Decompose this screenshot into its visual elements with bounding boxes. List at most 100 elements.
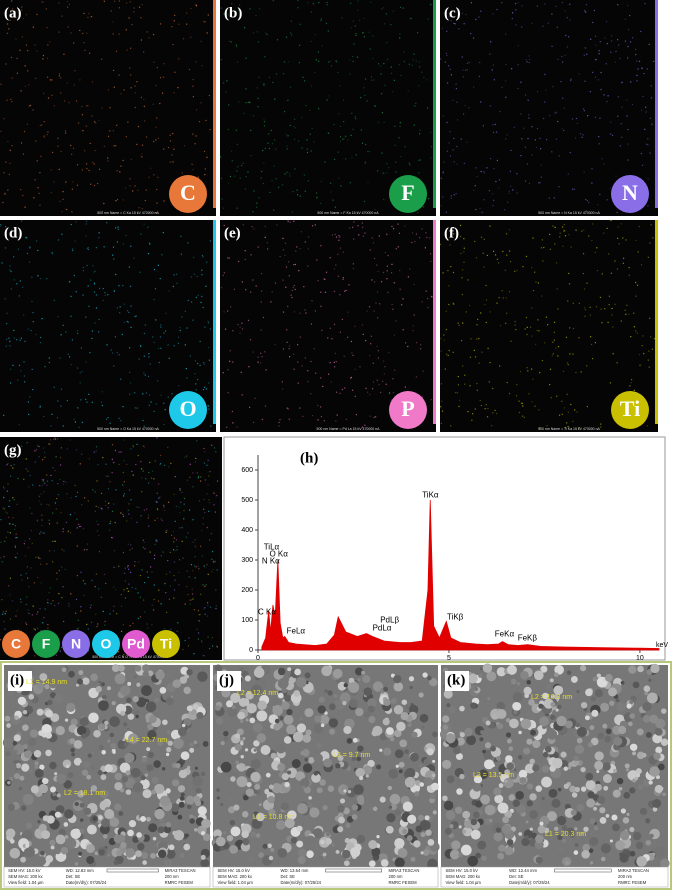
noise-dot: [255, 285, 257, 287]
noise-dot: [591, 168, 593, 170]
element-badge: [122, 630, 150, 658]
noise-dot: [36, 240, 38, 242]
noise-dot: [507, 201, 509, 203]
noise-dot: [116, 124, 118, 126]
noise-dot: [213, 447, 216, 449]
grain: [178, 801, 185, 808]
noise-dot: [26, 566, 28, 568]
panel-label: (d): [4, 225, 22, 241]
noise-dot: [443, 339, 445, 341]
noise-dot: [155, 139, 157, 141]
noise-dot: [53, 181, 55, 183]
noise-dot: [559, 232, 561, 234]
noise-dot: [484, 303, 486, 306]
noise-dot: [170, 534, 173, 537]
noise-dot: [9, 265, 11, 267]
noise-dot: [291, 296, 293, 299]
noise-dot: [75, 449, 78, 451]
grain: [90, 673, 98, 682]
noise-dot: [457, 375, 459, 378]
noise-dot: [189, 603, 191, 605]
grain: [220, 802, 224, 806]
grain: [41, 830, 51, 840]
noise-dot: [541, 359, 543, 362]
grain: [464, 819, 473, 829]
noise-dot: [567, 411, 569, 413]
grain: [518, 769, 528, 779]
grain: [215, 836, 226, 847]
noise-dot: [353, 238, 355, 240]
noise-dot: [140, 17, 142, 19]
noise-dot: [102, 299, 104, 302]
noise-dot: [289, 221, 291, 223]
noise-dot: [87, 16, 89, 19]
noise-dot: [644, 128, 646, 130]
noise-dot: [56, 438, 59, 440]
grain: [592, 676, 598, 682]
noise-dot: [127, 566, 129, 568]
noise-dot: [440, 338, 442, 340]
grain: [136, 682, 141, 687]
grain: [442, 724, 449, 730]
noise-dot: [629, 41, 632, 43]
grain: [599, 817, 607, 824]
noise-dot: [103, 573, 106, 576]
noise-dot: [369, 355, 371, 357]
noise-dot: [616, 268, 619, 270]
noise-dot: [154, 288, 157, 290]
noise-dot: [399, 288, 401, 290]
noise-dot: [9, 618, 12, 620]
noise-dot: [98, 534, 100, 537]
noise-dot: [194, 461, 197, 463]
noise-dot: [480, 10, 482, 12]
noise-dot: [73, 274, 75, 277]
noise-dot: [145, 189, 147, 191]
grain: [505, 718, 511, 723]
noise-dot: [59, 357, 61, 359]
noise-dot: [595, 59, 597, 61]
noise-dot: [48, 592, 50, 594]
noise-dot: [318, 60, 320, 62]
noise-dot: [626, 304, 628, 306]
noise-dot: [498, 262, 500, 264]
grain: [90, 785, 98, 792]
noise-dot: [158, 589, 160, 591]
noise-dot: [123, 493, 125, 495]
noise-dot: [446, 121, 448, 124]
noise-dot: [589, 314, 592, 316]
noise-dot: [163, 402, 165, 404]
noise-dot: [569, 19, 571, 21]
noise-dot: [201, 269, 203, 271]
grain: [455, 752, 463, 760]
element-symbol: Pd: [127, 636, 145, 652]
noise-dot: [589, 336, 592, 338]
grain: [60, 846, 69, 855]
noise-dot: [40, 493, 42, 495]
noise-dot: [582, 134, 584, 136]
noise-dot: [647, 205, 649, 207]
noise-dot: [462, 69, 464, 71]
grain: [587, 791, 595, 799]
peak-label: FeKα: [495, 630, 515, 639]
noise-dot: [120, 594, 122, 596]
noise-dot: [73, 418, 75, 420]
noise-dot: [381, 112, 384, 114]
grain: [367, 698, 377, 708]
grain: [602, 723, 608, 729]
noise-dot: [140, 460, 142, 463]
noise-dot: [223, 311, 225, 313]
noise-dot: [42, 54, 45, 57]
noise-dot: [201, 65, 203, 67]
noise-dot: [47, 131, 49, 133]
noise-dot: [621, 106, 623, 108]
grain: [253, 740, 260, 747]
noise-dot: [35, 140, 37, 142]
grain: [303, 786, 311, 794]
noise-dot: [418, 159, 420, 161]
noise-dot: [449, 68, 451, 70]
noise-dot: [164, 330, 167, 332]
noise-dot: [90, 279, 92, 281]
noise-dot: [614, 260, 616, 262]
noise-dot: [469, 385, 471, 387]
noise-dot: [26, 623, 28, 625]
